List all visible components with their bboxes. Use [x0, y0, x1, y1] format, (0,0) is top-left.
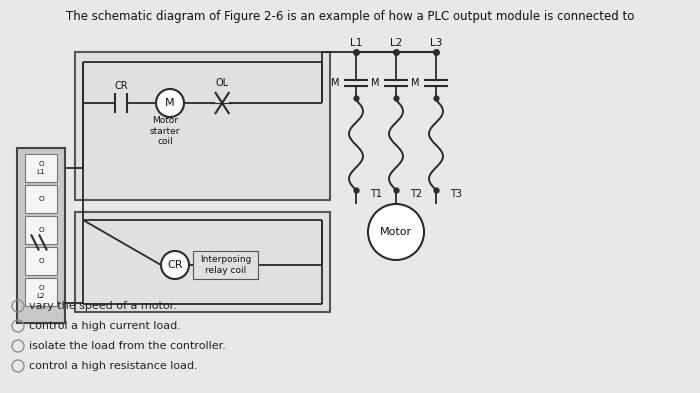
Text: L2: L2: [390, 38, 402, 48]
Text: O
L1: O L1: [36, 162, 46, 174]
Bar: [17, 148, 65, 323]
Text: M: M: [372, 78, 380, 88]
Text: O: O: [38, 227, 44, 233]
Text: O: O: [38, 196, 44, 202]
Text: M: M: [165, 98, 175, 108]
Text: OL: OL: [216, 78, 229, 88]
Text: T2: T2: [410, 189, 422, 199]
Text: vary the speed of a motor.: vary the speed of a motor.: [29, 301, 177, 311]
Text: control a high resistance load.: control a high resistance load.: [29, 361, 197, 371]
Text: M: M: [332, 78, 340, 88]
Text: CR: CR: [114, 81, 128, 91]
Text: Motor: Motor: [380, 227, 412, 237]
Bar: [25, 185, 57, 213]
Text: Interposing
relay coil: Interposing relay coil: [199, 255, 251, 275]
Bar: [75, 212, 330, 312]
Text: isolate the load from the controller.: isolate the load from the controller.: [29, 341, 226, 351]
Circle shape: [368, 204, 424, 260]
Circle shape: [161, 251, 189, 279]
Text: CR: CR: [167, 260, 183, 270]
Text: The schematic diagram of Figure 2-6 is an example of how a PLC output module is : The schematic diagram of Figure 2-6 is a…: [66, 10, 634, 23]
Circle shape: [156, 89, 184, 117]
Bar: [25, 216, 57, 244]
Bar: [75, 52, 330, 200]
Text: T1: T1: [370, 189, 382, 199]
Text: T3: T3: [450, 189, 462, 199]
Text: O: O: [38, 258, 44, 264]
Text: M: M: [412, 78, 420, 88]
Bar: [25, 278, 57, 306]
Text: L1: L1: [350, 38, 362, 48]
Text: L3: L3: [430, 38, 442, 48]
Text: control a high current load.: control a high current load.: [29, 321, 181, 331]
Bar: [25, 154, 57, 182]
Bar: [193, 251, 258, 279]
Text: O
L2: O L2: [36, 285, 46, 299]
Bar: [25, 247, 57, 275]
Text: Motor
starter
coil: Motor starter coil: [150, 116, 181, 146]
